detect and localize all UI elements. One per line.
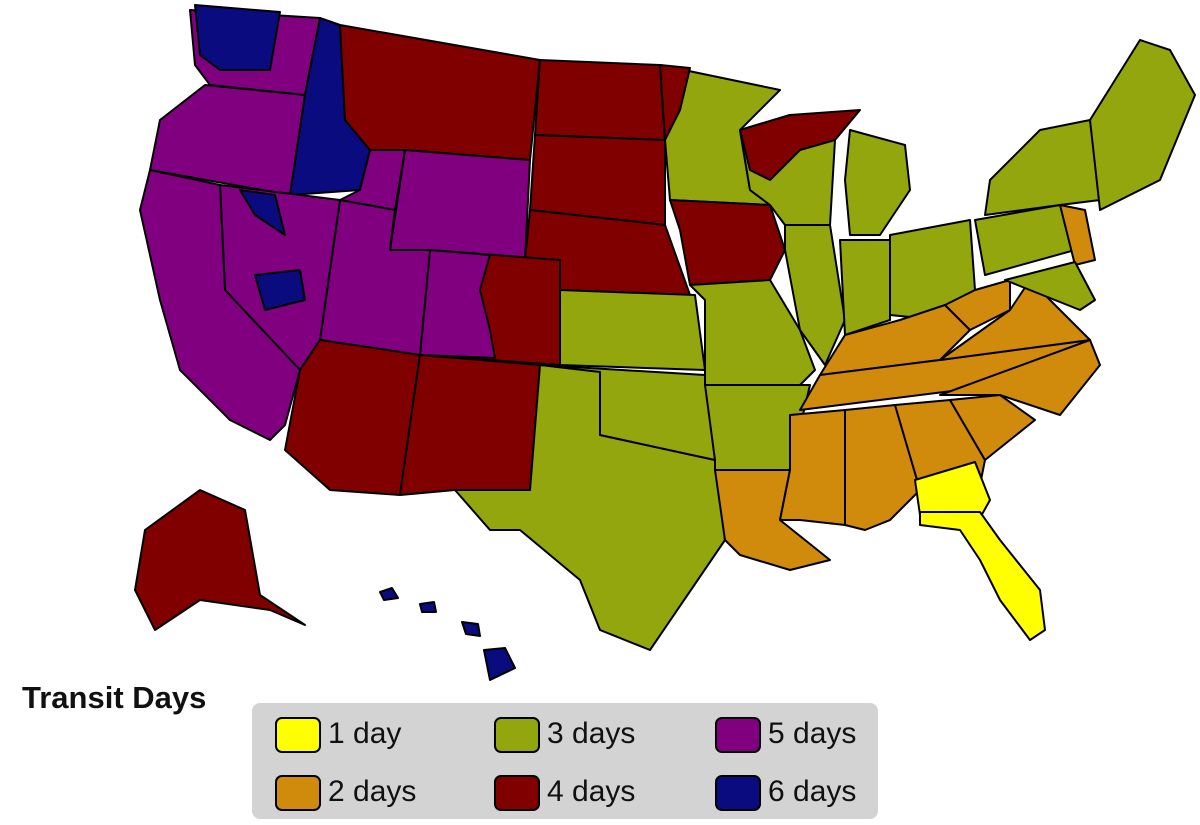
state-region [559,289,706,371]
legend-label: 6 days [768,775,856,808]
legend-label: 1 day [328,717,401,750]
legend-swatch [494,717,540,753]
state-region [944,279,1011,331]
legend-label: 2 days [328,775,416,808]
state-region [134,489,306,631]
state-region [149,84,306,196]
state-region [949,394,1036,461]
state-region [689,279,816,386]
state-region [139,169,301,441]
state-region [284,339,421,496]
state-region [1089,39,1196,211]
state-region [483,647,516,681]
state-region [739,109,861,181]
legend-label: 4 days [547,775,635,808]
state-region [254,269,306,311]
state-region [1059,204,1096,266]
state-region [914,461,991,519]
state-region [379,587,399,601]
legend-swatch [715,717,761,753]
state-region [919,511,1046,641]
legend-label: 5 days [768,717,856,750]
state-region [194,4,281,71]
state-region [461,621,481,637]
legend-swatch [494,775,540,811]
state-region [539,364,716,461]
legend-label: 3 days [547,717,635,750]
state-region [939,339,1101,416]
state-region [779,409,846,526]
state-region [844,129,911,236]
state-region [974,204,1076,276]
state-region [419,601,437,613]
state-region [784,224,846,366]
states [134,4,1196,681]
state-region [659,64,691,141]
legend-swatch [715,775,761,811]
map-title: Transit Days [22,680,206,715]
legend-swatch [275,775,321,811]
state-region [1004,261,1096,311]
state-region [669,199,786,286]
state-region [389,149,531,261]
legend: 1 day 2 days 3 days 4 days 5 days 6 days [275,717,856,811]
state-region [419,249,496,359]
state-region [534,59,666,141]
state-region [339,24,541,161]
state-region [984,119,1101,216]
state-region [839,239,891,336]
state-region [399,354,541,496]
legend-swatch [275,717,321,753]
state-region [239,189,286,236]
